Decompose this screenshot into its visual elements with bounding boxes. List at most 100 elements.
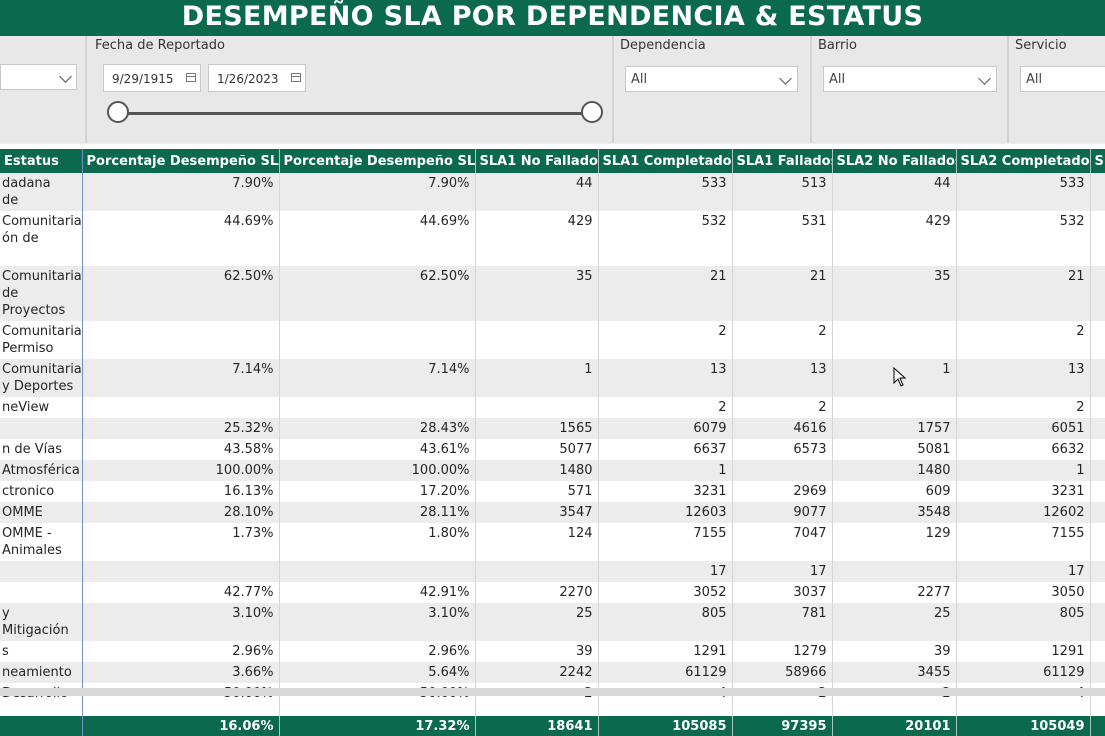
table-row[interactable]: 17 17 17 [0,561,1105,582]
sla-table: Estatus Porcentaje Desempeño SLA1 Porcenta… [0,149,1105,736]
column-header[interactable]: SLA1 Fallados [732,149,833,173]
row-label: OMME - Animales [0,523,83,561]
table-cell: 1291 [956,641,1091,662]
table-cell: 2 [598,321,733,359]
table-cell: 44.69% [82,211,280,266]
column-header[interactable]: Porcentaje Desempeño SLA2 [279,149,476,173]
table-cell [279,321,476,359]
table-row[interactable]: Comunitaria ón de 44.69% 44.69% 429 532 531 42… [0,211,1105,266]
column-header[interactable]: Porcentaje Desempeño SLA1 [82,149,280,173]
row-label: dadana de [0,173,83,211]
table-cell: 7.90% [82,173,280,211]
table-row[interactable]: 42.77% 42.91% 2270 3052 3037 2277 3050 [0,582,1105,603]
table-cell: 2 [956,397,1091,418]
table-cell [1090,211,1105,266]
table-cell: 42.91% [279,582,476,603]
table-cell: 533 [598,173,733,211]
chevron-down-icon [779,72,792,85]
table-cell: 6632 [956,439,1091,460]
report-title: DESEMPEÑO SLA POR DEPENDENCIA & ESTATUS [0,0,1105,36]
table-row[interactable]: Comunitaria Permiso 2 2 2 [0,321,1105,359]
table-cell: 44 [475,173,599,211]
table-cell: 781 [732,603,833,641]
table-cell: 532 [956,211,1091,266]
table-row[interactable]: Atmosférica 100.00% 100.00% 1480 1 1480 1 [0,460,1105,481]
table-row[interactable]: OMME - Animales 1.73% 1.80% 124 7155 7047 129 71… [0,523,1105,561]
table-cell: 35 [832,266,957,321]
row-label: Comunitaria ón de [0,211,83,266]
table-total-row: 16.06% 17.32% 18641 105085 97395 20101 105049 [0,716,1105,736]
end-date-value: 1/26/2023 [217,72,279,86]
table-cell: 28.43% [279,418,476,439]
column-header[interactable]: SLA2 Completados [956,149,1091,173]
table-cell: 129 [832,523,957,561]
table-cell: 13 [732,359,833,397]
column-header[interactable]: SLA1 Completados [598,149,733,173]
table-row[interactable]: n de Vías 43.58% 43.61% 5077 6637 6573 5081 663… [0,439,1105,460]
table-cell: 21 [598,266,733,321]
calendar-icon[interactable] [186,73,196,82]
table-cell: 2.96% [279,641,476,662]
panel-divider [1007,36,1009,143]
table-cell: 17 [732,561,833,582]
calendar-icon[interactable] [291,73,301,82]
table-cell: 3455 [832,662,957,683]
table-cell [475,321,599,359]
date-range-slider-track[interactable] [118,112,592,115]
end-date-input[interactable]: 1/26/2023 [208,64,306,92]
column-header[interactable]: SLA1 No Fallados [475,149,599,173]
estatus-dropdown[interactable] [0,64,77,90]
slider-end-handle[interactable] [581,101,603,123]
table-cell [832,397,957,418]
table-row[interactable]: 25.32% 28.43% 1565 6079 4616 1757 6051 [0,418,1105,439]
table-cell: 16.13% [82,481,280,502]
table-spacer [0,704,1105,716]
table-header-row: Estatus Porcentaje Desempeño SLA1 Porcenta… [0,149,1105,173]
dependencia-dropdown[interactable]: All [625,66,798,92]
table-cell: 3052 [598,582,733,603]
horizontal-scrollbar[interactable] [0,688,1105,696]
table-cell: 7.14% [82,359,280,397]
barrio-dropdown[interactable]: All [823,66,997,92]
start-date-input[interactable]: 9/29/1915 [103,64,201,92]
table-row[interactable]: neamiento 3.66% 5.64% 2242 61129 58966 3455 611… [0,662,1105,683]
table-cell: 58966 [732,662,833,683]
table-cell: 1 [598,460,733,481]
table-cell: 39 [832,641,957,662]
table-cell: 25 [475,603,599,641]
table-cell: 25 [832,603,957,641]
row-label: Comunitaria y Deportes [0,359,83,397]
panel-divider [612,36,614,143]
column-header[interactable]: SLA2 No Fallados [832,149,957,173]
row-label: n de Vías [0,439,83,460]
table-cell [732,460,833,481]
table-cell: 61129 [598,662,733,683]
table-cell: 62.50% [82,266,280,321]
row-label [0,582,83,603]
table-row[interactable]: OMME 28.10% 28.11% 3547 12603 9077 3548 12602 [0,502,1105,523]
table-cell: 1291 [598,641,733,662]
table-row[interactable]: Comunitaria y Deportes 7.14% 7.14% 1 13 13 1 13 [0,359,1105,397]
row-label: neView [0,397,83,418]
table-cell [1090,502,1105,523]
table-cell: 2 [732,321,833,359]
column-header[interactable]: S [1090,149,1105,173]
table-cell: 5077 [475,439,599,460]
table-row[interactable]: ctronico 16.13% 17.20% 571 3231 2969 609 3231 [0,481,1105,502]
table-row[interactable]: neView 2 2 2 [0,397,1105,418]
table-cell: 1.73% [82,523,280,561]
servicio-dropdown[interactable]: All [1020,66,1105,92]
table-cell: 7155 [956,523,1091,561]
table-cell [1090,359,1105,397]
table-row[interactable]: y Mitigación 3.10% 3.10% 25 805 781 25 805 [0,603,1105,641]
table-cell: 21 [956,266,1091,321]
table-cell: 5.64% [279,662,476,683]
column-header[interactable]: Estatus [0,149,83,173]
total-cell: 18641 [475,716,599,736]
table-row[interactable]: dadana de 7.90% 7.90% 44 533 513 44 533 [0,173,1105,211]
slider-start-handle[interactable] [107,101,129,123]
table-row[interactable]: s 2.96% 2.96% 39 1291 1279 39 1291 [0,641,1105,662]
table-cell: 2969 [732,481,833,502]
table-cell [82,397,280,418]
table-row[interactable]: Comunitaria de Proyectos 62.50% 62.50% 35 21 2… [0,266,1105,321]
